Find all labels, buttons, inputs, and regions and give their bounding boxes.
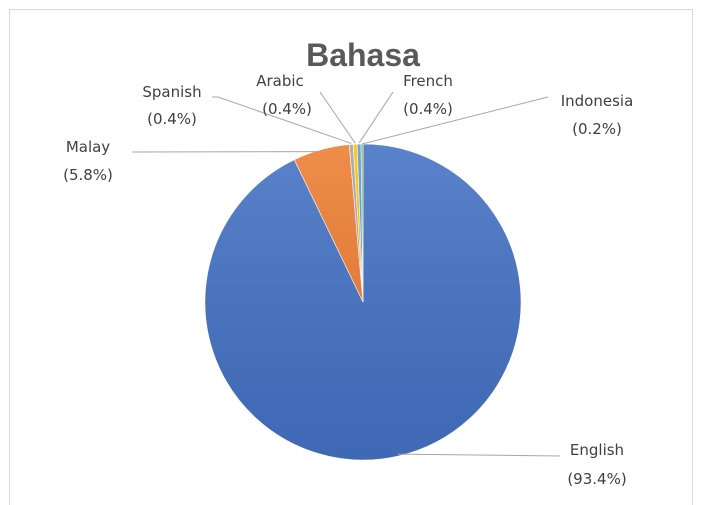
slice-label-value-french: (0.4%) [403, 100, 453, 118]
leader-line-english [397, 453, 561, 457]
pie-slices [204, 143, 522, 461]
slice-label-name-french: French [403, 72, 453, 90]
slice-label-value-indonesia: (0.2%) [572, 120, 622, 138]
slice-label-name-malay: Malay [66, 138, 110, 156]
slice-label-name-english: English [570, 441, 624, 459]
slice-label-name-arabic: Arabic [256, 72, 304, 90]
leader-line-spanish [212, 96, 352, 144]
pie-shading [205, 144, 521, 460]
slice-label-value-arabic: (0.4%) [262, 100, 312, 118]
chart-title: Bahasa [306, 37, 420, 73]
slice-label-name-indonesia: Indonesia [561, 92, 634, 110]
leader-line-arabic [319, 91, 356, 144]
leader-lines [131, 91, 561, 457]
leader-line-indonesia [361, 96, 549, 145]
slice-label-value-malay: (5.8%) [63, 166, 113, 184]
slice-label-value-spanish: (0.4%) [147, 110, 197, 128]
leader-line-french [358, 91, 394, 144]
slice-label-name-spanish: Spanish [142, 83, 201, 101]
slice-label-value-english: (93.4%) [567, 470, 626, 488]
